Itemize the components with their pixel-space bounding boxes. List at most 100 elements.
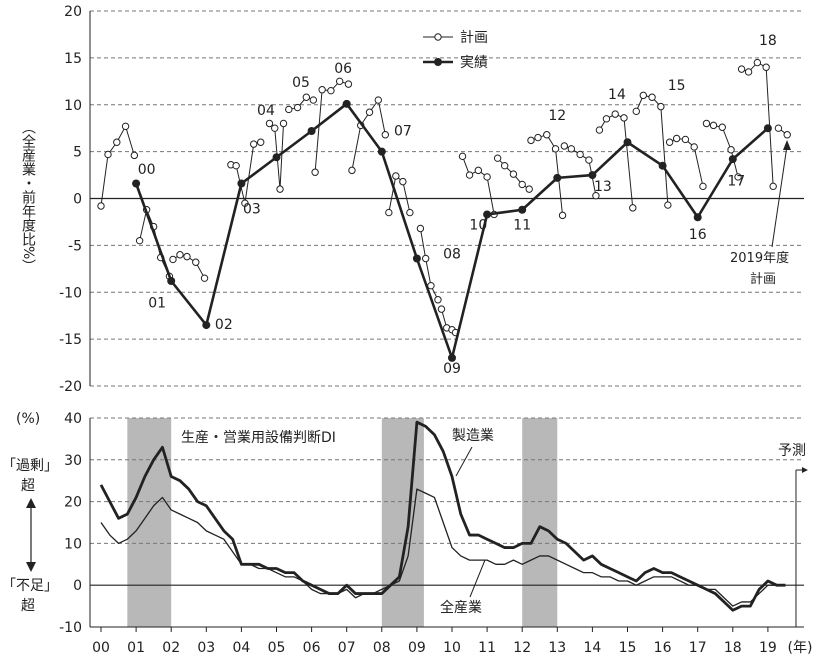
series-manufacturing: [99, 420, 786, 612]
top-y-tick-label: 0: [73, 192, 82, 208]
x-tick-label: 14: [583, 640, 601, 656]
shaded-periods: [127, 418, 558, 627]
plan-point: [285, 105, 293, 114]
forecast-arrow-head: [801, 467, 808, 473]
plan-point: [232, 161, 240, 170]
plan-point: [437, 305, 446, 313]
plan-point: [620, 114, 628, 122]
series-plan: [97, 58, 791, 337]
x-tick-label: 11: [478, 640, 496, 656]
plan-point: [121, 122, 130, 131]
plan-point: [183, 252, 191, 261]
x-tick-label: 18: [724, 640, 742, 656]
top-y-tick-label: -10: [59, 285, 82, 301]
plan-line-segment: [288, 96, 314, 110]
plan-point: [421, 254, 430, 263]
top-y-tick-label: -5: [68, 238, 82, 254]
plan-point: [558, 211, 567, 220]
plan-point: [672, 134, 681, 143]
top-legend: 計画 実績: [423, 30, 488, 71]
x-tick-label: 02: [162, 640, 180, 656]
label-excess: 「過剰」: [2, 458, 58, 474]
top-y-axis-label: （全産業・前年度比%）: [20, 120, 36, 273]
actual-point: [763, 124, 772, 133]
x-tick-label: 07: [338, 640, 356, 656]
plan-point: [374, 96, 382, 104]
plan-point: [416, 224, 425, 233]
actual-point: [553, 173, 562, 182]
arrow-up-head: [26, 498, 36, 508]
x-tick-label: 17: [689, 640, 707, 656]
actual-point: [412, 254, 421, 263]
legend-actual-label: 実績: [460, 55, 488, 71]
manufacturing-line: [99, 420, 786, 612]
x-tick-label: 15: [619, 640, 637, 656]
top-y-axis-title: （全産業・前年度比%）: [20, 120, 36, 273]
plan-point: [279, 119, 288, 128]
plan-point: [567, 145, 576, 153]
plan-point: [657, 102, 665, 111]
plan-point: [762, 63, 770, 71]
top-y-tick-label: 20: [64, 4, 82, 20]
actual-point: [518, 205, 527, 214]
bottom-y-tick-label: -10: [59, 620, 82, 636]
label-shortage-suffix: 超: [21, 598, 35, 614]
year-annotation: 18: [759, 33, 777, 49]
plan-point: [699, 182, 707, 191]
plan-point: [718, 123, 726, 131]
x-tick-label: 04: [232, 640, 250, 656]
top-gridlines: [90, 10, 804, 387]
actual-point: [658, 161, 667, 170]
x-tick-label: 06: [303, 640, 321, 656]
plan-point: [585, 156, 593, 164]
year-annotation: 14: [608, 87, 626, 103]
plan-point: [664, 201, 672, 209]
plan-point: [534, 133, 542, 142]
year-annotation: 00: [138, 162, 156, 178]
shaded-period: [127, 418, 172, 627]
plan-point: [648, 93, 656, 101]
plan-point: [681, 135, 690, 144]
bottom-y-tick-label: 20: [64, 495, 82, 511]
plan-point: [309, 96, 318, 104]
plan-point: [629, 204, 637, 212]
plan-point: [318, 86, 326, 94]
year-annotation: 15: [668, 78, 686, 94]
plan-point: [348, 166, 356, 175]
bottom-chart: 40 30 20 10 0 -10 00 01 02 03 04 05 06 07 08 09 10 11 12 1…: [2, 411, 812, 656]
actual-point: [728, 155, 737, 164]
plan-point: [632, 107, 640, 116]
plan-point: [293, 103, 302, 112]
x-tick-label: 01: [127, 640, 145, 656]
note-2019-line1: 2019年度: [730, 250, 789, 266]
all-industries-line: [100, 488, 786, 607]
year-annotation: 08: [443, 247, 461, 263]
arrow-down-head: [26, 562, 36, 572]
series-actual: [132, 99, 772, 362]
series-all-industries: [100, 488, 786, 607]
actual-point: [588, 171, 597, 180]
x-tick-label: 13: [548, 640, 566, 656]
x-tick-label: 10: [443, 640, 461, 656]
plan-point: [113, 138, 121, 146]
actual-point: [623, 138, 632, 147]
plan-point: [665, 138, 674, 146]
actual-point: [307, 127, 316, 135]
plan-point: [744, 68, 753, 76]
bottom-y-axis-unit: (%): [16, 411, 40, 427]
top-y-tick-label: 5: [73, 145, 82, 161]
year-annotation: 17: [727, 173, 745, 189]
plan-point: [104, 150, 112, 159]
bottom-y-tick-labels: 40 30 20 10 0 -10: [59, 411, 82, 636]
top-y-tick-labels: 20 15 10 5 0 -5 -10 -15 -20: [59, 4, 82, 395]
plan-point: [130, 151, 139, 160]
plan-point: [576, 150, 584, 159]
plan-line-segment: [419, 228, 439, 300]
plan-point: [392, 172, 400, 180]
plan-point: [737, 65, 746, 73]
x-tick-label: 16: [654, 640, 672, 656]
plan-point: [753, 58, 762, 67]
year-annotation: 03: [243, 202, 261, 218]
bottom-y-tick-label: 40: [64, 411, 82, 427]
x-tick-label: 08: [373, 640, 391, 656]
